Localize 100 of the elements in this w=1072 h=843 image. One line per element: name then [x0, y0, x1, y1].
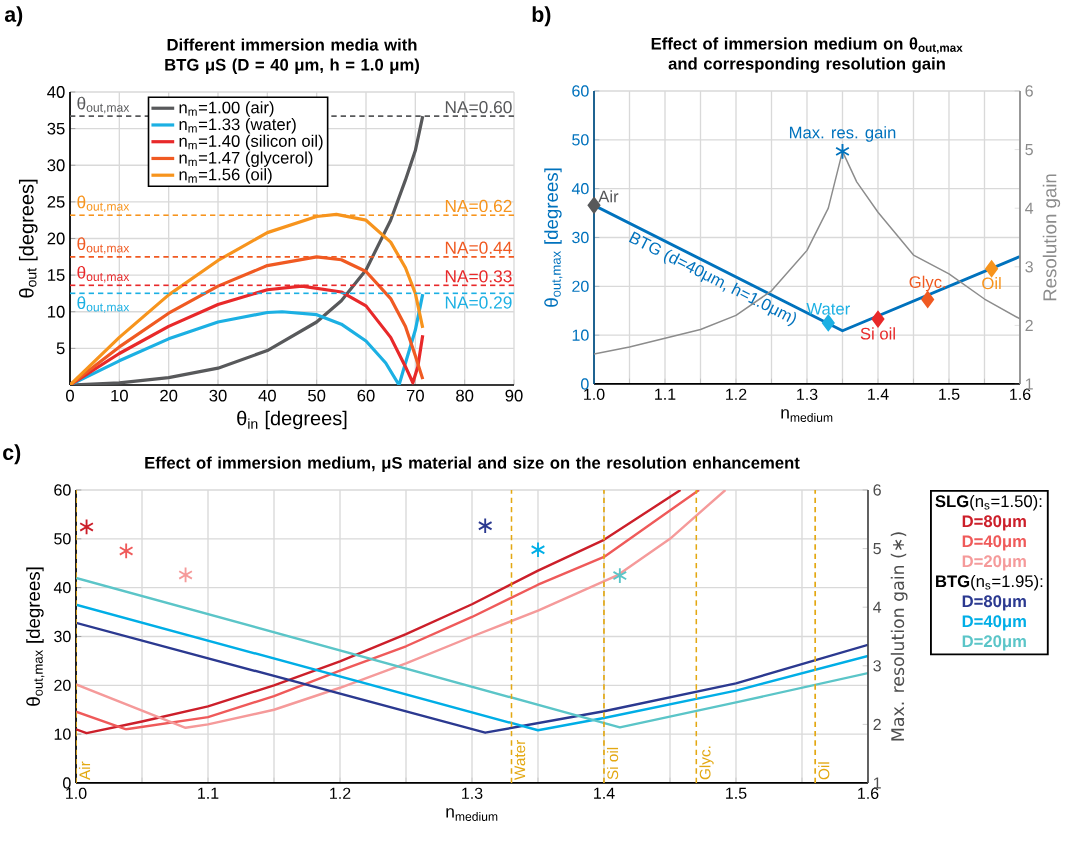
legend-label: n$_{m}$=1.00 (air)	[179, 101, 274, 117]
y2-tick-label: 6	[1025, 85, 1033, 97]
y2-axis-title: Resolution gain	[1042, 174, 1061, 301]
y-tick-label: 10	[572, 329, 589, 341]
y-tick-label: 30	[54, 630, 71, 643]
y2-tick-label: 2	[873, 718, 881, 730]
annotation: NA=0.29	[445, 296, 512, 309]
annotation: Si oil	[860, 327, 895, 340]
x-tick-label: 90	[505, 389, 523, 402]
text: D=80μm	[962, 515, 1026, 531]
ref-line-label: Glyc.	[699, 746, 714, 780]
annotation: Air	[598, 190, 619, 203]
point	[178, 566, 193, 584]
annotation: θ$_{out,max}$	[77, 296, 130, 313]
x-tick-label: 1.1	[655, 388, 676, 400]
x-tick-label: 1.5	[939, 388, 960, 400]
x-tick-label: 10	[111, 389, 128, 402]
x-tick-label: 60	[357, 389, 375, 402]
x-tick-label: 1.0	[66, 787, 87, 800]
y-tick-label: 60	[572, 85, 589, 97]
text: c)	[3, 444, 21, 465]
annotation: Max. res. gain	[789, 126, 896, 142]
y-tick-label: 50	[572, 134, 589, 146]
y-tick-label: 40	[47, 86, 65, 98]
y-tick-label: 25	[47, 195, 65, 208]
y2-tick-label: 4	[873, 601, 882, 613]
y2-tick-label: 3	[873, 660, 881, 672]
y-tick-label: 40	[571, 183, 589, 195]
y2-tick-label: 1	[1025, 378, 1033, 390]
x-tick-label: 20	[160, 389, 178, 402]
x-tick-label: 1.3	[797, 388, 818, 401]
y-tick-label: 20	[54, 679, 71, 691]
x-axis-title: n$_{medium}$	[781, 409, 833, 422]
y-tick-label: 10	[54, 728, 71, 740]
ref-line-label: Water	[514, 739, 526, 780]
x-tick-label: 1.1	[198, 787, 219, 799]
legend-label: n$_{m}$=1.40 (silicon oil)	[179, 134, 323, 151]
legend-label: n$_{m}$=1.56 (oil)	[179, 168, 272, 184]
chart-title: Effect of immersion medium on θ$_{out,max}$ and corresponding resolution gain	[651, 37, 963, 73]
y2-tick-label: 2	[1025, 319, 1033, 331]
y-tick-label: 10	[48, 305, 65, 318]
text: D=80μm	[962, 595, 1026, 611]
y-tick-label: 20	[47, 232, 65, 245]
y-tick-label: 0	[581, 378, 589, 390]
legend-label: n$_{m}$=1.33 (water)	[179, 117, 296, 134]
annotation: Glyc.	[909, 275, 946, 292]
y-tick-label: 35	[47, 122, 65, 135]
annotation: Oil	[982, 277, 1001, 290]
annotation: NA=0.33	[445, 270, 512, 283]
point	[477, 517, 493, 535]
chart-title: Different immersion media with BTG μS (D = 40 μm, h = 1.0 μm)	[165, 38, 419, 74]
y-axis-title: θ$_{out,max}$ [degrees]	[26, 567, 45, 706]
text: BTG(n$_{s}$=1.95):	[936, 574, 1043, 591]
chart-title: Effect of immersion medium, μS material and size on the resolution enhancement	[145, 456, 800, 472]
y2-tick-label: 5	[1025, 144, 1033, 156]
annotation: θ$_{out,max}$	[77, 195, 130, 213]
ref-line-label: Oil	[818, 762, 830, 780]
point	[921, 291, 935, 308]
y-tick-label: 5	[56, 342, 65, 355]
y-tick-label: 60	[54, 484, 71, 496]
ref-line-label: Air	[78, 761, 91, 781]
y2-tick-label: 5	[873, 543, 881, 555]
text: D=20μm	[962, 635, 1026, 651]
text: b)	[532, 6, 551, 27]
annotation: θ$_{out,max}$	[77, 96, 130, 114]
text: a)	[4, 6, 23, 27]
annotation: NA=0.44	[445, 241, 512, 254]
x-axis-title: n$_{medium}$	[446, 808, 498, 821]
annotation: Water	[806, 303, 850, 315]
x-tick-label: 1.4	[594, 787, 615, 799]
line-series	[76, 621, 868, 734]
x-tick-label: 1.5	[726, 787, 747, 799]
point	[118, 542, 134, 560]
line-series	[76, 576, 868, 729]
annotation: θ$_{out,max}$	[77, 265, 130, 283]
x-tick-label: 40	[258, 389, 276, 402]
x-tick-label: 1.3	[462, 787, 483, 800]
y-tick-label: 30	[572, 231, 589, 244]
x-tick-label: 1.6	[1010, 388, 1031, 401]
y2-axis-title: Max. resolution gain (∗)	[890, 532, 908, 741]
text: D=40μm	[962, 535, 1026, 551]
point	[821, 314, 835, 332]
point	[871, 310, 885, 328]
x-tick-label: 50	[308, 389, 326, 402]
annotation: NA=0.62	[445, 199, 512, 213]
line-series	[76, 603, 868, 732]
point	[612, 567, 628, 584]
legend-label: n$_{m}$=1.47 (glycerol)	[179, 151, 313, 167]
y2-tick-label: 4	[1025, 202, 1034, 214]
y-tick-label: 0	[63, 777, 71, 789]
x-tick-label: 1.2	[330, 787, 351, 799]
y-tick-label: 40	[53, 582, 71, 594]
x-tick-label: 1.2	[726, 388, 747, 400]
x-tick-label: 30	[209, 389, 227, 402]
x-tick-label: 1.4	[868, 388, 889, 400]
x-tick-label: 1.6	[858, 787, 879, 800]
y2-tick-label: 6	[873, 484, 881, 496]
y-tick-label: 15	[48, 269, 65, 281]
annotation: NA=0.60	[445, 100, 512, 114]
x-tick-label: 1.0	[584, 388, 605, 401]
